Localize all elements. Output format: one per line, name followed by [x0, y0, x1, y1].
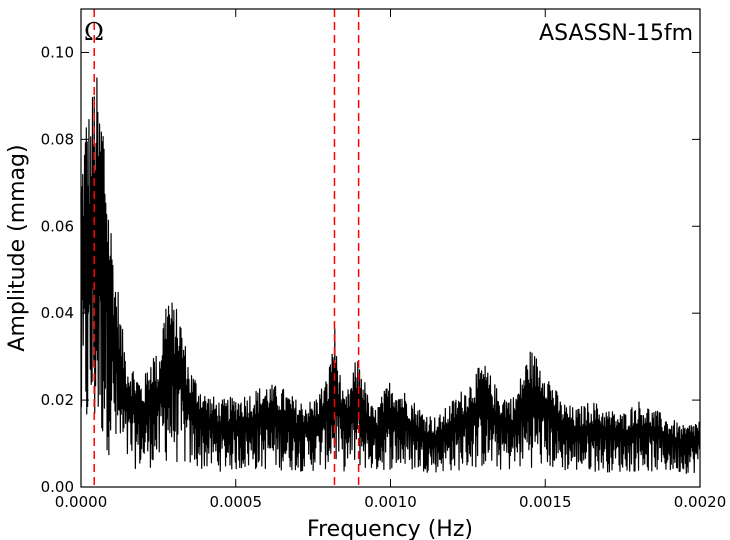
- y-tick-label: 0.02: [41, 391, 74, 409]
- x-tick-label: 0.0005: [210, 493, 263, 511]
- reference-lines: [93, 9, 360, 487]
- x-axis-label: Frequency (Hz): [307, 517, 473, 540]
- x-tick-label: 0.0015: [519, 493, 572, 511]
- plot-area: [80, 77, 701, 474]
- y-tick-label: 0.06: [41, 217, 74, 235]
- y-tick-label: 0.00: [41, 478, 74, 496]
- y-axis-label: Amplitude (mmag): [5, 144, 30, 351]
- spectrum-series-line: [80, 77, 701, 474]
- y-tick-label: 0.08: [41, 130, 74, 148]
- star-name-annotation: ASASSN-15fm: [539, 21, 693, 46]
- x-tick-label: 0.0010: [364, 493, 417, 511]
- axis-ticks: 0.0000 0.0005 0.0010 0.0015 0.0020 0.00 0.02 0.…: [41, 9, 727, 511]
- x-tick-label: 0.0000: [55, 493, 108, 511]
- omega-marker-label: Ω: [84, 18, 104, 46]
- y-tick-label: 0.04: [41, 304, 74, 322]
- y-tick-label: 0.10: [41, 43, 74, 61]
- x-tick-label: 0.0020: [674, 493, 727, 511]
